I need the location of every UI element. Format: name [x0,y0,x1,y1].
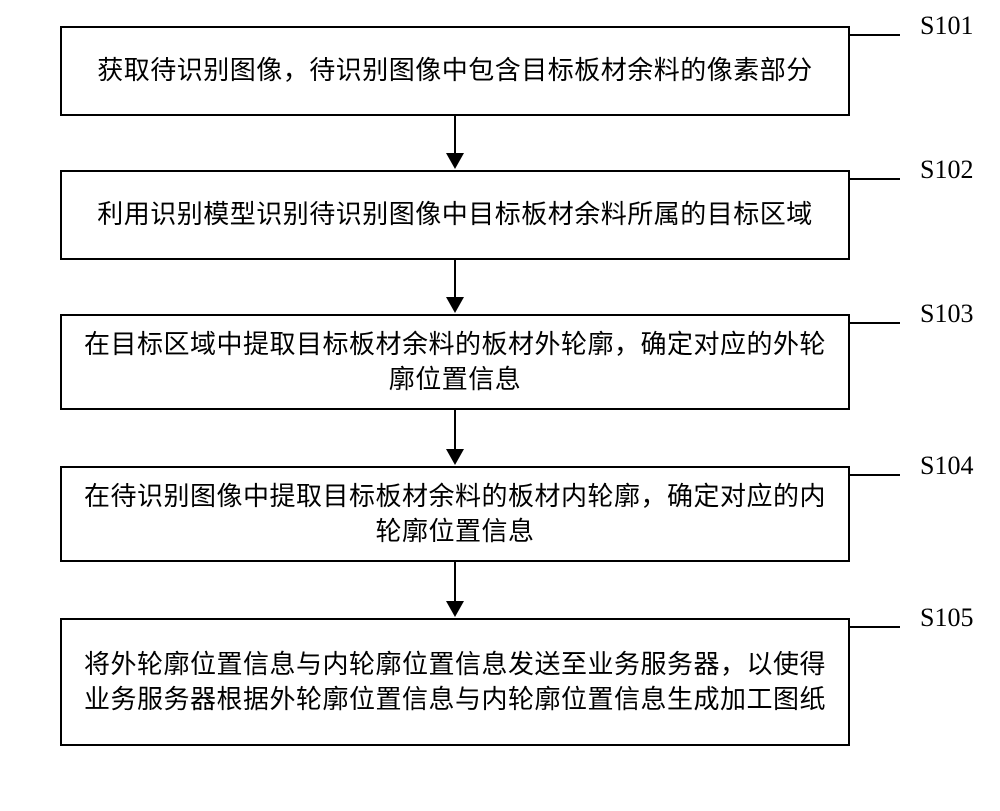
step-leader-line [850,34,900,36]
arrow-shaft [454,116,456,154]
flowchart-step-text: 获取待识别图像，待识别图像中包含目标板材余料的像素部分 [97,53,813,88]
step-leader-line [850,474,900,476]
step-label: S105 [920,603,973,633]
step-leader-line [850,178,900,180]
step-label: S102 [920,155,973,185]
flowchart-step-box: 将外轮廓位置信息与内轮廓位置信息发送至业务服务器，以使得业务服务器根据外轮廓位置… [60,618,850,746]
flowchart-step-box: 在待识别图像中提取目标板材余料的板材内轮廓，确定对应的内轮廓位置信息 [60,466,850,562]
arrow-head-icon [446,153,464,169]
step-leader-line [850,322,900,324]
flowchart-step-box: 获取待识别图像，待识别图像中包含目标板材余料的像素部分 [60,26,850,116]
flowchart-step-box: 利用识别模型识别待识别图像中目标板材余料所属的目标区域 [60,170,850,260]
arrow-head-icon [446,601,464,617]
flowchart-step-box: 在目标区域中提取目标板材余料的板材外轮廓，确定对应的外轮廓位置信息 [60,314,850,410]
flowchart-arrow [446,116,464,169]
arrow-head-icon [446,449,464,465]
flowchart-arrow [446,410,464,465]
flowchart-canvas: 获取待识别图像，待识别图像中包含目标板材余料的像素部分 S101 利用识别模型识别待… [0,0,1000,811]
step-leader-line [850,626,900,628]
arrow-shaft [454,260,456,298]
flowchart-step-text: 将外轮廓位置信息与内轮廓位置信息发送至业务服务器，以使得业务服务器根据外轮廓位置… [76,647,834,717]
flowchart-step-text: 利用识别模型识别待识别图像中目标板材余料所属的目标区域 [97,197,813,232]
flowchart-step-text: 在目标区域中提取目标板材余料的板材外轮廓，确定对应的外轮廓位置信息 [76,327,834,397]
arrow-shaft [454,562,456,602]
arrow-shaft [454,410,456,450]
step-label: S104 [920,451,973,481]
step-label: S103 [920,299,973,329]
flowchart-arrow [446,562,464,617]
flowchart-step-text: 在待识别图像中提取目标板材余料的板材内轮廓，确定对应的内轮廓位置信息 [76,479,834,549]
flowchart-arrow [446,260,464,313]
step-label: S101 [920,11,973,41]
arrow-head-icon [446,297,464,313]
